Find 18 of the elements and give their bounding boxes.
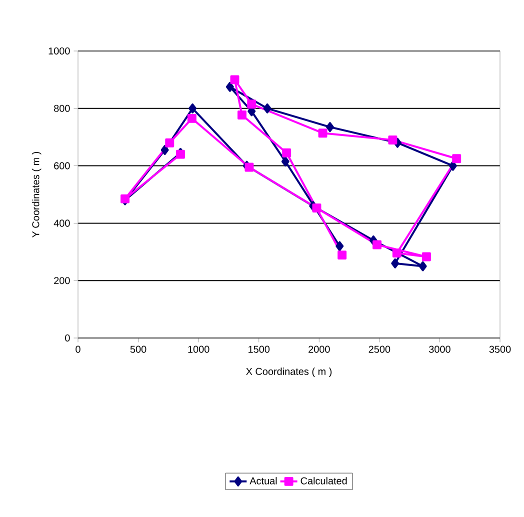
x-tick-label: 1000 [188,346,210,353]
x-tick-label: 500 [130,346,146,353]
x-axis-title: X Coordinates ( m ) [246,368,332,377]
y-tick-label: 0 [65,334,70,342]
x-tick-label: 3000 [429,346,450,353]
y-tick-label: 1000 [48,47,70,55]
y-tick-label: 200 [54,277,70,284]
x-tick-label: 0 [76,346,80,353]
x-tick-label: 2500 [368,346,390,353]
y-tick-label: 800 [54,104,70,112]
y-axis-title: Y Coordinates ( m ) [32,152,42,238]
x-tick-label: 2000 [308,346,330,353]
x-tick-label: 1500 [248,346,270,353]
legend-label: Actual [250,477,277,484]
legend-label: Calculated [300,477,347,484]
y-tick-label: 600 [54,162,70,170]
x-tick-label: 3500 [489,346,511,353]
y-tick-label: 400 [54,220,70,227]
